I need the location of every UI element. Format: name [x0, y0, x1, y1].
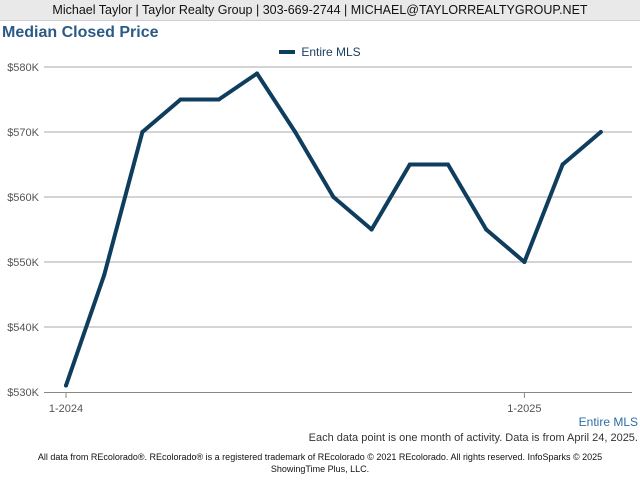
x-tick-label: 1-2025 [507, 403, 541, 415]
disclaimer-line-1: All data from REcolorado®. REcolorado® i… [37, 452, 603, 462]
data-point [64, 383, 68, 388]
chart-legend: Entire MLS [0, 45, 640, 59]
y-tick-label: $580K [7, 62, 39, 74]
data-point [369, 227, 374, 232]
data-point [102, 273, 107, 277]
disclaimer: All data from REcolorado®. REcolorado® i… [0, 451, 640, 475]
data-point [484, 227, 489, 232]
data-point [293, 130, 298, 134]
data-point [407, 162, 412, 167]
x-tick-label: 1-2024 [49, 403, 83, 415]
y-tick-label: $540K [7, 322, 39, 334]
series-label: Entire MLS [578, 415, 638, 429]
data-point [255, 71, 259, 76]
data-point [140, 130, 145, 134]
legend-swatch [279, 49, 296, 54]
contact-line: Michael Taylor | Taylor Realty Group | 3… [52, 3, 588, 17]
y-tick-label: $570K [7, 127, 39, 139]
disclaimer-line-2: ShowingTime Plus, LLC. [270, 464, 370, 474]
data-point [331, 195, 336, 199]
y-tick-label: $560K [7, 192, 39, 204]
data-point [216, 97, 221, 102]
series-line [64, 71, 603, 388]
y-tick-label: $550K [7, 257, 39, 269]
contact-header: Michael Taylor | Taylor Realty Group | 3… [0, 0, 640, 21]
data-point [178, 97, 183, 102]
chart-title: Median Closed Price [2, 24, 159, 41]
data-point [560, 162, 565, 167]
data-footnote: Each data point is one month of activity… [308, 432, 638, 444]
data-point [598, 130, 603, 134]
data-point [522, 260, 527, 264]
y-tick-label: $530K [7, 387, 39, 399]
data-point [446, 162, 450, 167]
legend-label: Entire MLS [301, 45, 361, 59]
